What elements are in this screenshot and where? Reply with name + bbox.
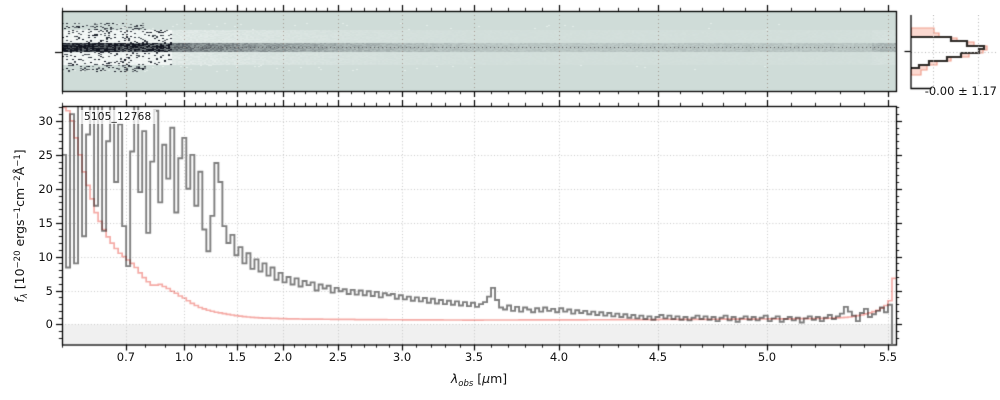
x-tick-label: 3.0 <box>392 350 412 364</box>
y-tick-label: 25 <box>38 147 53 162</box>
source-id-label: 5105_12768 <box>79 110 157 124</box>
x-tick-label: 2.0 <box>273 350 293 364</box>
y-axis-label: fλ [10−20 ergs−1cm−2Å−1] <box>12 149 30 303</box>
x-tick-label: 4.5 <box>648 350 668 364</box>
y-tick-label: 15 <box>38 215 53 230</box>
x-tick-label: 5.5 <box>878 350 898 364</box>
y-tick-label: 10 <box>38 249 53 264</box>
x-tick-label: 4.0 <box>549 350 569 364</box>
y-tick-label: 20 <box>38 181 53 196</box>
residual-stats-label: -0.00 ± 1.17 <box>924 84 997 98</box>
x-axis-label: λobs [μm] <box>450 371 508 389</box>
y-tick-label: 30 <box>38 113 53 128</box>
y-tick-label: 0 <box>45 317 53 332</box>
y-tick-label: 5 <box>45 283 53 298</box>
x-tick-label: 2.5 <box>328 350 348 364</box>
x-tick-label: 5.0 <box>757 350 777 364</box>
x-tick-label: 3.5 <box>464 350 484 364</box>
x-tick-label: 1.5 <box>227 350 247 364</box>
x-tick-label: 0.7 <box>116 350 136 364</box>
x-tick-label: 1.0 <box>174 350 194 364</box>
